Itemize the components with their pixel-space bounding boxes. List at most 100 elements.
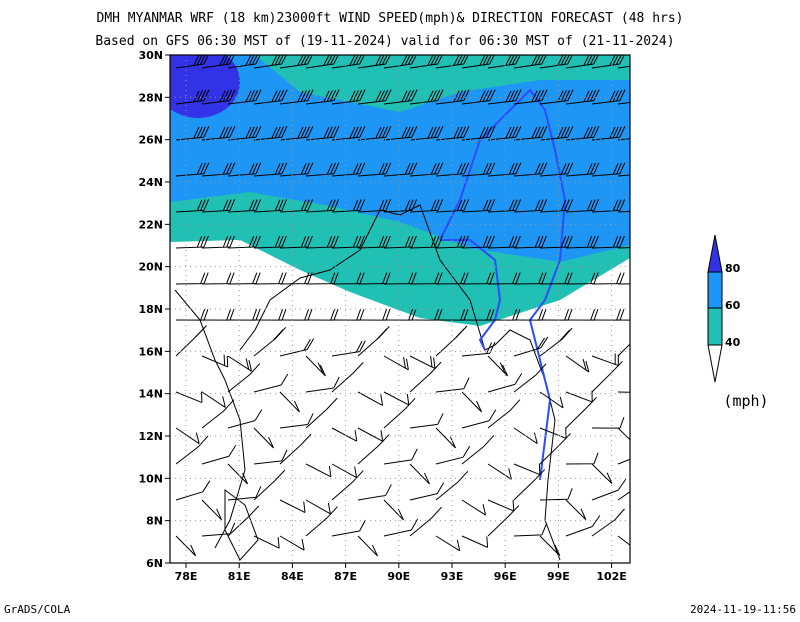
wind-barb xyxy=(409,463,430,485)
wind-barb xyxy=(487,373,523,393)
wind-barb xyxy=(383,199,418,213)
wind-barb xyxy=(565,499,587,521)
wind-barb xyxy=(227,308,261,321)
wind-barb xyxy=(591,308,625,321)
wind-barb xyxy=(331,519,366,537)
wind-barb xyxy=(591,55,625,69)
wind-barb xyxy=(253,449,288,465)
wind-barb xyxy=(435,235,469,249)
lat-label: 18N xyxy=(138,303,163,316)
wind-barb xyxy=(305,376,340,393)
wind-barb xyxy=(253,272,287,285)
wind-barb xyxy=(357,55,391,69)
wind-barb xyxy=(617,458,630,465)
lat-label: 22N xyxy=(138,218,163,231)
wind-barb xyxy=(305,55,339,69)
wind-barb xyxy=(175,480,211,501)
wind-barb xyxy=(617,343,630,357)
wind-barb xyxy=(279,89,314,105)
wind-barb xyxy=(357,391,384,406)
wind-barb xyxy=(253,427,275,449)
wind-barb xyxy=(409,162,444,177)
wind-barb xyxy=(357,199,392,213)
wind-barb xyxy=(175,427,200,445)
wind-barb xyxy=(539,488,573,501)
wind-barb xyxy=(331,463,357,478)
wind-barb xyxy=(331,272,365,285)
wind-barb xyxy=(201,235,235,249)
wind-barb xyxy=(305,162,340,177)
wind-barb xyxy=(279,499,306,513)
wind-barb xyxy=(175,126,210,141)
wind-barb xyxy=(175,55,209,69)
wind-barb xyxy=(513,55,547,69)
lon-label: 78E xyxy=(175,570,198,583)
wind-barb xyxy=(565,162,600,177)
wind-barb xyxy=(435,199,470,213)
wind-barb xyxy=(409,482,445,501)
wind-barb xyxy=(487,89,522,105)
wind-barb xyxy=(201,89,236,105)
wind-barb xyxy=(565,452,599,465)
wind-barb xyxy=(331,362,364,393)
wind-barb xyxy=(435,427,457,449)
wind-barb xyxy=(175,89,210,105)
wind-barb xyxy=(175,162,210,177)
wind-barb xyxy=(539,162,574,177)
wind-barb xyxy=(565,199,600,213)
lat-label: 10N xyxy=(138,472,163,485)
wind-barb xyxy=(409,413,444,429)
wind-barb xyxy=(487,308,521,321)
wind-barb xyxy=(435,325,468,357)
wind-barb xyxy=(227,409,263,429)
wind-barb xyxy=(409,506,443,537)
wind-barb xyxy=(279,308,313,321)
wind-barb xyxy=(487,55,521,69)
wind-barb xyxy=(435,55,469,69)
lon-label: 96E xyxy=(494,570,517,583)
lat-label: 6N xyxy=(146,557,163,570)
wind-barb xyxy=(487,355,509,377)
wind-barb xyxy=(227,199,262,213)
lat-label: 30N xyxy=(138,49,163,62)
wind-barb xyxy=(435,535,461,552)
wind-barb xyxy=(227,235,261,249)
wind-barb xyxy=(201,199,236,213)
wind-barb xyxy=(539,391,564,409)
wind-barb xyxy=(461,435,495,465)
wind-barb xyxy=(331,162,366,177)
wind-barb xyxy=(227,89,262,105)
wind-barb xyxy=(461,499,487,516)
wind-barb xyxy=(617,283,630,285)
wind-barb xyxy=(409,199,444,213)
wind-barb xyxy=(513,469,546,501)
wind-barb xyxy=(357,427,384,442)
wind-barb xyxy=(279,126,314,141)
wind-barb xyxy=(461,341,496,357)
wind-barb xyxy=(565,390,593,403)
wind-barb xyxy=(435,89,470,105)
wind-barb xyxy=(487,399,521,429)
wind-barb xyxy=(175,199,210,213)
wind-barb xyxy=(539,199,574,213)
lat-label: 14N xyxy=(138,388,163,401)
lat-label: 16N xyxy=(138,345,163,358)
wind-barb xyxy=(383,355,409,371)
wind-barb xyxy=(383,89,418,105)
wind-barb xyxy=(331,126,366,141)
wind-barb xyxy=(201,126,236,141)
wind-barb xyxy=(201,444,237,465)
wind-barb xyxy=(461,55,495,69)
wind-barb xyxy=(279,162,314,177)
wind-barb xyxy=(565,55,599,69)
wind-barb xyxy=(487,272,521,285)
wind-barb xyxy=(279,55,313,69)
legend-unit: (mph) xyxy=(723,392,768,410)
wind-barb xyxy=(435,162,470,177)
wind-barb xyxy=(383,391,410,406)
footer-right: 2024-11-19-11:56 xyxy=(690,603,796,616)
wind-barb xyxy=(279,433,312,465)
wind-barb xyxy=(305,506,338,537)
wind-barb xyxy=(305,235,339,249)
